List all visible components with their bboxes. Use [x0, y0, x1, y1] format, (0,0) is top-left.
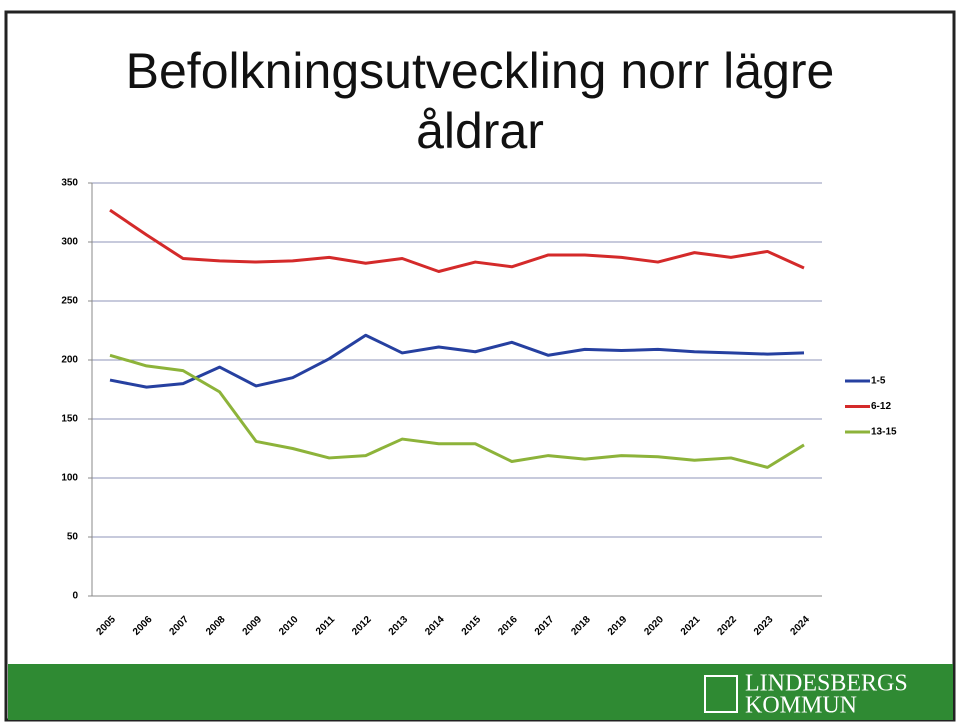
y-tick-label: 300 [61, 237, 78, 248]
y-tick-label: 50 [67, 532, 79, 543]
logo: LINDESBERGS KOMMUN [704, 671, 908, 719]
series-line [109, 208, 805, 273]
y-tick-label: 150 [61, 414, 78, 425]
y-tick-label: 250 [61, 296, 78, 307]
series-line [109, 333, 805, 389]
slide-frame [4, 10, 956, 722]
chart-title: Befolkningsutveckling norr lägre åldrar [126, 43, 835, 159]
legend-label: 6-12 [871, 401, 891, 412]
y-tick-label: 0 [72, 591, 78, 602]
logo-emblem [704, 675, 738, 713]
legend-label: 1-5 [871, 376, 886, 387]
y-tick-label: 100 [61, 473, 78, 484]
legend-label: 13-15 [871, 427, 897, 438]
logo-text: LINDESBERGS [745, 671, 908, 697]
y-tick-label: 200 [61, 355, 78, 366]
footer-band [8, 664, 953, 720]
y-tick-label: 350 [61, 178, 78, 189]
series-line [109, 353, 805, 469]
logo-text: KOMMUN [745, 693, 857, 719]
